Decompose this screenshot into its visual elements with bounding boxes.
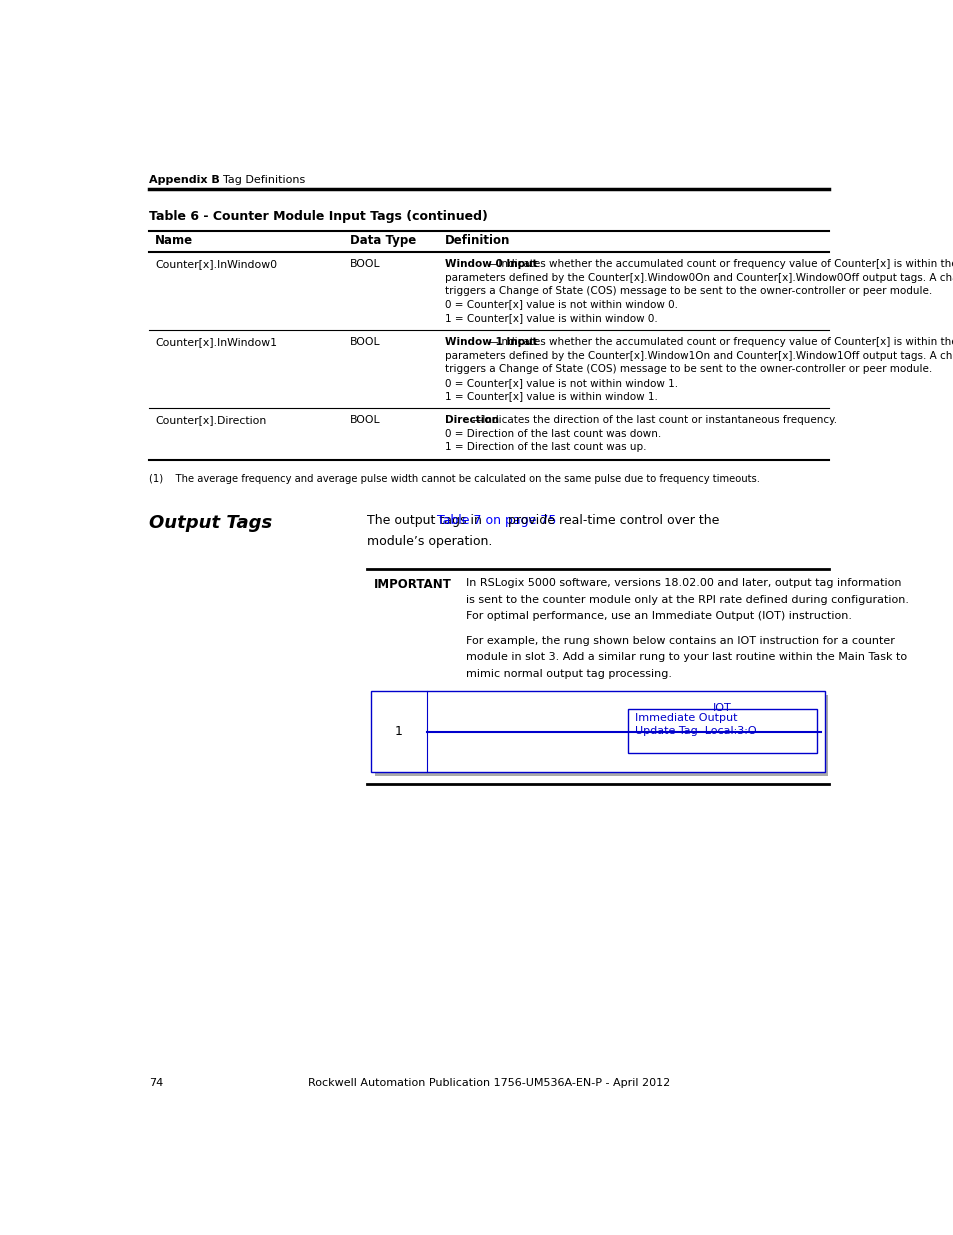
Text: BOOL: BOOL bbox=[350, 337, 380, 347]
Text: 1 = Direction of the last count was up.: 1 = Direction of the last count was up. bbox=[444, 442, 645, 452]
Text: parameters defined by the Counter[x].Window0On and Counter[x].Window0Off output : parameters defined by the Counter[x].Win… bbox=[444, 273, 953, 283]
Text: Table 6 - Counter Module Input Tags (continued): Table 6 - Counter Module Input Tags (con… bbox=[149, 210, 487, 222]
Text: Data Type: Data Type bbox=[350, 233, 416, 247]
Text: Appendix B: Appendix B bbox=[149, 175, 219, 185]
Text: triggers a Change of State (COS) message to be sent to the owner-controller or p: triggers a Change of State (COS) message… bbox=[444, 364, 931, 374]
FancyBboxPatch shape bbox=[375, 695, 827, 776]
Text: Counter[x].Direction: Counter[x].Direction bbox=[154, 415, 266, 425]
Text: Window 1 Input: Window 1 Input bbox=[444, 337, 537, 347]
Text: 1: 1 bbox=[394, 725, 402, 739]
Text: The output tags in: The output tags in bbox=[367, 514, 486, 526]
Text: Immediate Output: Immediate Output bbox=[634, 713, 737, 722]
Text: —Indicates whether the accumulated count or frequency value of Counter[x] is wit: —Indicates whether the accumulated count… bbox=[487, 259, 953, 269]
Text: module’s operation.: module’s operation. bbox=[367, 535, 492, 548]
Text: IOT: IOT bbox=[713, 704, 731, 714]
Text: parameters defined by the Counter[x].Window1On and Counter[x].Window1Off output : parameters defined by the Counter[x].Win… bbox=[444, 351, 953, 361]
Text: 74: 74 bbox=[149, 1078, 163, 1088]
Text: —Indicates the direction of the last count or instantaneous frequency.: —Indicates the direction of the last cou… bbox=[472, 415, 837, 425]
Text: Direction: Direction bbox=[444, 415, 498, 425]
Text: 0 = Direction of the last count was down.: 0 = Direction of the last count was down… bbox=[444, 429, 660, 438]
Text: —Indicates whether the accumulated count or frequency value of Counter[x] is wit: —Indicates whether the accumulated count… bbox=[487, 337, 953, 347]
Text: Definition: Definition bbox=[444, 233, 510, 247]
Text: Counter[x].InWindow0: Counter[x].InWindow0 bbox=[154, 259, 276, 269]
FancyBboxPatch shape bbox=[628, 709, 816, 753]
Text: Tag Definitions: Tag Definitions bbox=[209, 175, 305, 185]
Text: 1 = Counter[x] value is within window 1.: 1 = Counter[x] value is within window 1. bbox=[444, 391, 657, 401]
Text: BOOL: BOOL bbox=[350, 415, 380, 425]
Text: is sent to the counter module only at the RPI rate defined during configuration.: is sent to the counter module only at th… bbox=[466, 595, 908, 605]
Text: 0 = Counter[x] value is not within window 1.: 0 = Counter[x] value is not within windo… bbox=[444, 378, 678, 388]
Text: In RSLogix 5000 software, versions 18.02.00 and later, output tag information: In RSLogix 5000 software, versions 18.02… bbox=[466, 578, 901, 588]
Text: BOOL: BOOL bbox=[350, 259, 380, 269]
Text: triggers a Change of State (COS) message to be sent to the owner-controller or p: triggers a Change of State (COS) message… bbox=[444, 287, 931, 296]
Text: Output Tags: Output Tags bbox=[149, 514, 272, 531]
Text: module in slot 3. Add a similar rung to your last routine within the Main Task t: module in slot 3. Add a similar rung to … bbox=[466, 652, 906, 662]
Text: (1)    The average frequency and average pulse width cannot be calculated on the: (1) The average frequency and average pu… bbox=[149, 473, 759, 484]
Text: mimic normal output tag processing.: mimic normal output tag processing. bbox=[466, 668, 672, 679]
Text: provide real-time control over the: provide real-time control over the bbox=[503, 514, 719, 526]
FancyBboxPatch shape bbox=[371, 692, 823, 772]
Text: Update Tag  Local:3:O: Update Tag Local:3:O bbox=[634, 726, 756, 736]
Text: Name: Name bbox=[154, 233, 193, 247]
Text: 1 = Counter[x] value is within window 0.: 1 = Counter[x] value is within window 0. bbox=[444, 312, 657, 324]
Text: Table 7 on page 75: Table 7 on page 75 bbox=[437, 514, 557, 526]
Text: IMPORTANT: IMPORTANT bbox=[373, 578, 451, 592]
Text: 0 = Counter[x] value is not within window 0.: 0 = Counter[x] value is not within windo… bbox=[444, 300, 677, 310]
Text: For optimal performance, use an Immediate Output (IOT) instruction.: For optimal performance, use an Immediat… bbox=[466, 611, 852, 621]
Text: For example, the rung shown below contains an IOT instruction for a counter: For example, the rung shown below contai… bbox=[466, 636, 894, 646]
Text: Window 0 Input: Window 0 Input bbox=[444, 259, 537, 269]
Text: Rockwell Automation Publication 1756-UM536A-EN-P - April 2012: Rockwell Automation Publication 1756-UM5… bbox=[308, 1078, 669, 1088]
Text: Counter[x].InWindow1: Counter[x].InWindow1 bbox=[154, 337, 276, 347]
